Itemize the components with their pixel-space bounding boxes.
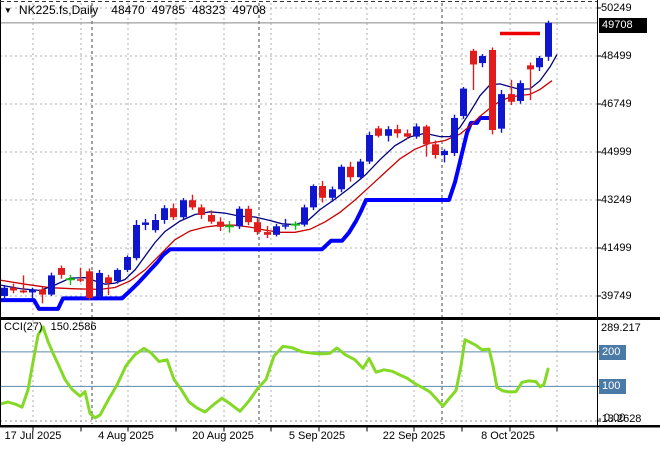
candle-body [142, 222, 149, 225]
price-axis-label: 43249 [601, 194, 632, 206]
cci-zero-label: 0.00 [604, 412, 626, 424]
candle-body [432, 144, 439, 155]
candle-body [375, 128, 382, 136]
cci-level-100-tag: 100 [599, 379, 626, 394]
candle-body [347, 166, 354, 178]
ohlc-close: 49708 [232, 3, 266, 17]
candle-body [208, 215, 215, 222]
ma-fast-line [0, 54, 558, 292]
candle-body [366, 134, 373, 162]
candle-body [489, 49, 496, 131]
indicator-value: 150.2586 [50, 321, 97, 333]
candle-body [161, 208, 168, 220]
candle-body [301, 207, 308, 225]
time-axis-label: 8 Oct 2025 [481, 430, 535, 442]
candle-body [357, 161, 364, 178]
candle-body [413, 126, 420, 137]
time-axis-label: 4 Aug 2025 [98, 430, 154, 442]
candle-body [245, 208, 252, 223]
chart-title: ▼ NK225.fs,Daily 48470 49785 48323 49708 [4, 3, 273, 17]
candle-body [96, 272, 103, 298]
candle-body [180, 200, 187, 218]
time-axis-label: 5 Sep 2025 [288, 430, 346, 442]
candle-body [470, 50, 477, 65]
price-axis-label: 39749 [601, 290, 632, 302]
time-axis-label: 22 Sep 2025 [382, 430, 446, 442]
price-axis-label: 44999 [601, 146, 632, 158]
ma-slow-line [0, 80, 553, 291]
time-axis-label: 20 Aug 2025 [192, 430, 254, 442]
indicator-title: CCI(27) 150.2586 [4, 321, 96, 333]
candle-body [39, 289, 46, 295]
candle-body [527, 65, 534, 70]
candle-body [423, 126, 430, 145]
candle-body [10, 287, 17, 291]
candle-body [77, 279, 84, 281]
candle-body [273, 226, 280, 235]
candle-body [105, 277, 112, 284]
candle-body [20, 290, 27, 293]
candle-body [460, 88, 467, 117]
cci-level-200-tag: 200 [599, 345, 626, 360]
ohlc-open: 48470 [111, 3, 145, 17]
candle-body [189, 200, 196, 208]
candle-body [536, 57, 543, 68]
candle-body [114, 269, 121, 282]
indicator-name: CCI(27) [4, 321, 43, 333]
current-price-tag: 49708 [599, 18, 647, 33]
trailing-stop-line [0, 116, 490, 311]
collapse-triangle-icon[interactable]: ▼ [4, 5, 12, 15]
candle-body [236, 208, 243, 227]
price-axis-label: 46749 [601, 98, 632, 110]
symbol-period-label: NK225.fs,Daily [18, 3, 99, 17]
candle-body [441, 150, 448, 155]
candle-body [1, 287, 8, 296]
price-axis-label: 41499 [601, 242, 632, 254]
candle-body [86, 271, 93, 298]
candle-body [319, 185, 326, 198]
candle-body [29, 289, 36, 293]
candle-body [198, 207, 205, 216]
candle-body [338, 166, 345, 190]
time-axis-label: 17 Jul 2025 [4, 430, 62, 442]
pane-divider[interactable] [0, 317, 660, 320]
candle-body [217, 221, 224, 227]
cci-max-label: 289.217 [601, 322, 641, 334]
cci-line [0, 325, 550, 420]
price-axis-label: 48499 [601, 50, 632, 62]
cci-min-label: -13.2628 [598, 413, 642, 425]
candle-body [282, 225, 289, 227]
candle-body [404, 133, 411, 137]
candle-body [451, 117, 458, 154]
candle-body [508, 94, 515, 102]
candle-body [124, 257, 131, 270]
candle-body [133, 224, 140, 259]
candle-body [394, 129, 401, 134]
candle-body [310, 185, 317, 208]
candle-body [385, 129, 392, 136]
price-axis-label: 50249 [601, 2, 632, 14]
candle-body [329, 189, 336, 198]
candle-body [264, 232, 271, 235]
candle-body [170, 208, 177, 218]
bottom-border [0, 425, 660, 428]
ohlc-low: 48323 [192, 3, 226, 17]
candle-body [498, 94, 505, 129]
candle-body [152, 219, 159, 231]
candle-body [254, 222, 261, 233]
candle-body [517, 83, 524, 101]
ohlc-high: 49785 [151, 3, 186, 17]
candle-body [58, 267, 65, 275]
candle-body [48, 275, 55, 295]
candle-body [545, 22, 552, 57]
candle-body [479, 55, 486, 64]
